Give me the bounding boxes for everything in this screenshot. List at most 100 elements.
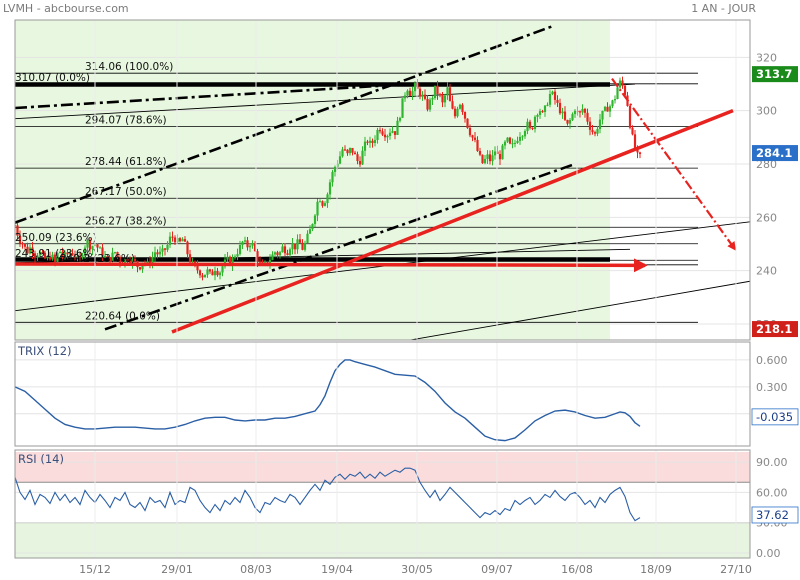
candle-body bbox=[561, 111, 564, 114]
price-tick-label: 320 bbox=[756, 51, 777, 64]
candle-body bbox=[286, 253, 289, 255]
rsi-series bbox=[15, 467, 641, 522]
candle-body bbox=[498, 154, 502, 160]
candle-body bbox=[221, 266, 224, 273]
candle-body bbox=[593, 132, 597, 134]
price-tick-label: 280 bbox=[756, 158, 777, 171]
trix-series bbox=[15, 359, 641, 442]
candle-body bbox=[476, 139, 479, 151]
candle-body bbox=[46, 257, 49, 259]
candle-body bbox=[613, 99, 617, 101]
rsi-zone-oversold bbox=[15, 522, 750, 558]
candle-body bbox=[566, 119, 569, 124]
fibonacci-label: 256.27 (38.2%) bbox=[85, 215, 167, 227]
candle-body bbox=[183, 239, 187, 242]
candle-body bbox=[58, 251, 62, 254]
candle-body bbox=[338, 156, 342, 164]
candle-body bbox=[83, 247, 87, 255]
x-tick-label: 29/01 bbox=[161, 563, 193, 576]
rsi-value-badge bbox=[751, 506, 799, 524]
candle-body bbox=[206, 269, 209, 275]
candle-body bbox=[381, 131, 384, 135]
candle-body bbox=[323, 203, 327, 206]
candle-body bbox=[551, 91, 554, 95]
candle-body bbox=[371, 140, 374, 144]
candle-body bbox=[241, 241, 244, 246]
candle-body bbox=[111, 252, 114, 262]
candle-body bbox=[491, 155, 494, 162]
candle-body bbox=[618, 80, 622, 88]
candle-body bbox=[171, 236, 174, 238]
fibonacci-label: 242.2 (23.6%) bbox=[60, 253, 135, 265]
candle-body bbox=[341, 149, 344, 157]
chart-period: 1 AN - JOUR bbox=[691, 2, 756, 15]
rsi-tick-label: 60.00 bbox=[756, 486, 788, 499]
candle-body bbox=[508, 137, 512, 144]
candle-body bbox=[501, 145, 504, 160]
candle-body bbox=[631, 127, 634, 135]
candle-body bbox=[56, 253, 59, 262]
candle-body bbox=[73, 255, 77, 257]
candle-body bbox=[101, 247, 104, 257]
candle-body bbox=[18, 235, 22, 244]
candle-body bbox=[478, 150, 482, 155]
candle-body bbox=[518, 136, 522, 141]
candle-body bbox=[196, 265, 199, 271]
trix-value-badge bbox=[751, 408, 799, 426]
candle-body bbox=[471, 135, 474, 138]
candle-body bbox=[15, 225, 17, 227]
candle-body bbox=[398, 117, 402, 121]
candle-body bbox=[446, 87, 449, 96]
candle-body bbox=[86, 240, 89, 248]
price-label-badge bbox=[752, 66, 798, 83]
candle-body bbox=[316, 201, 319, 216]
candle-body bbox=[191, 261, 194, 263]
candle-body bbox=[63, 252, 67, 258]
rsi-tick-label: 0.00 bbox=[756, 547, 781, 560]
candle-body bbox=[48, 257, 52, 260]
candle-body bbox=[188, 254, 192, 263]
price-label-text: 218.1 bbox=[756, 322, 792, 336]
candle-body bbox=[463, 111, 467, 119]
candle-body bbox=[358, 161, 362, 165]
price-label-text: 313.7 bbox=[756, 67, 792, 81]
candle-body bbox=[236, 254, 239, 257]
candle-body bbox=[108, 257, 112, 262]
candle-body bbox=[423, 94, 427, 99]
candle-body bbox=[251, 243, 254, 246]
candle-body bbox=[461, 104, 464, 112]
candle-body bbox=[91, 246, 94, 250]
candle-body bbox=[328, 182, 332, 195]
panel-frames bbox=[14, 19, 751, 559]
candle-body bbox=[201, 275, 204, 278]
price-frame bbox=[14, 19, 751, 341]
rsi-tick-label: 90.00 bbox=[756, 456, 788, 469]
candle-body bbox=[588, 121, 592, 130]
candle-body bbox=[616, 87, 619, 100]
candle-body bbox=[258, 261, 262, 263]
candle-body bbox=[288, 249, 292, 255]
candle-body bbox=[413, 83, 417, 92]
candle-body bbox=[611, 100, 614, 107]
candle-body bbox=[146, 261, 149, 264]
x-tick-label: 09/07 bbox=[481, 563, 513, 576]
candle-body bbox=[583, 108, 587, 113]
rsi-title: RSI (14) bbox=[18, 452, 64, 466]
x-axis: 15/12 29/01 08/03 19/04 30/05 09/07 16/08 18/09… bbox=[79, 20, 752, 576]
candle-body bbox=[433, 85, 437, 99]
trix-tick-label: 0.300 bbox=[756, 381, 788, 394]
red-trend-overlays bbox=[15, 78, 737, 334]
candle-body bbox=[208, 269, 212, 272]
candle-body bbox=[331, 171, 334, 183]
candle-body bbox=[351, 147, 354, 153]
candle-body bbox=[153, 252, 157, 258]
candle-body bbox=[591, 129, 594, 133]
candle-body bbox=[126, 259, 129, 261]
channel-mid bbox=[15, 82, 411, 110]
candle-body bbox=[38, 251, 42, 256]
candle-body bbox=[213, 270, 217, 276]
candle-body bbox=[186, 241, 189, 255]
candle-body bbox=[361, 150, 364, 165]
